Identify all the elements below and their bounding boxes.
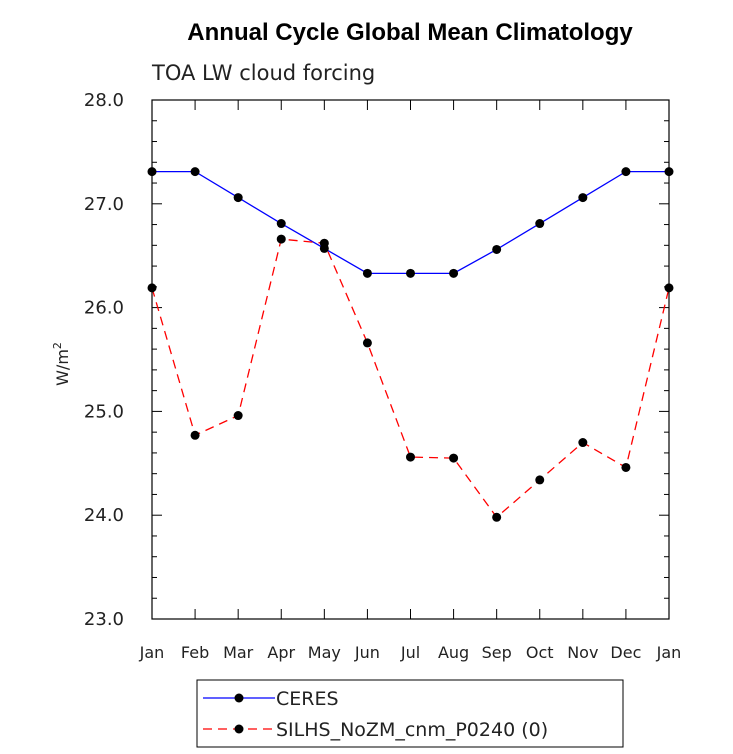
data-point-0	[492, 244, 502, 254]
x-tick-label: Nov	[567, 643, 598, 662]
x-tick-label: Jun	[354, 643, 380, 662]
data-point-0	[535, 219, 545, 229]
ticks-layer	[151, 99, 670, 620]
legend: CERES SILHS_NoZM_cnm_P0240 (0)	[196, 679, 624, 748]
chart-subtitle: TOA LW cloud forcing	[151, 61, 375, 85]
data-point-0	[621, 167, 631, 177]
data-point-1	[492, 512, 502, 522]
x-tick-label: Aug	[438, 643, 469, 662]
x-tick-label: Sep	[482, 643, 512, 662]
y-tick-label: 25.0	[84, 401, 124, 422]
data-point-1	[449, 453, 459, 463]
legend-marker-0	[234, 693, 244, 703]
y-tick-label: 23.0	[84, 609, 124, 630]
x-tick-label: Jan	[656, 643, 682, 662]
y-axis-label-sup: 2	[51, 342, 64, 349]
data-point-1	[406, 452, 415, 462]
x-tick-label: Jul	[400, 643, 420, 662]
y-tick-label: 24.0	[84, 505, 124, 526]
y-axis-label-text: W/m	[53, 349, 72, 386]
data-point-1	[535, 475, 545, 485]
data-point-0	[406, 268, 415, 278]
data-point-0	[449, 268, 459, 278]
tick-labels-layer: 23.0 24.0 25.0 26.0 27.0 28.0 Jan Feb Mar Apr May J…	[84, 90, 681, 662]
data-point-1	[190, 430, 200, 440]
data-point-0	[578, 193, 588, 203]
plot-frame	[151, 99, 670, 620]
data-point-1	[233, 411, 243, 421]
x-tick-label: Oct	[526, 643, 554, 662]
y-axis-label: W/m2	[51, 342, 72, 386]
data-point-1	[362, 338, 372, 348]
x-tick-label: May	[308, 643, 341, 662]
data-point-1	[578, 438, 588, 448]
series-line-1	[151, 238, 670, 519]
data-point-0	[362, 268, 372, 278]
data-point-0	[276, 219, 286, 229]
x-tick-label: Dec	[610, 643, 641, 662]
legend-box	[196, 679, 624, 748]
svg-text:W/m2: W/m2	[51, 342, 72, 386]
y-tick-label: 28.0	[84, 90, 124, 111]
x-tick-label: Feb	[181, 643, 209, 662]
data-point-1	[319, 238, 329, 248]
legend-marker-1	[234, 724, 244, 734]
y-tick-label: 26.0	[84, 298, 124, 319]
data-point-1	[621, 462, 631, 472]
y-tick-label: 27.0	[84, 194, 124, 215]
x-tick-label: Mar	[223, 643, 254, 662]
x-tick-label: Apr	[267, 643, 295, 662]
legend-label-1: SILHS_NoZM_cnm_P0240 (0)	[276, 719, 548, 741]
series-layer	[147, 167, 674, 522]
x-tick-label: Jan	[139, 643, 165, 662]
series-line-0	[152, 170, 669, 274]
chart-title: Annual Cycle Global Mean Climatology	[187, 19, 633, 46]
data-point-0	[233, 193, 243, 203]
data-point-1	[276, 234, 286, 244]
data-point-0	[190, 167, 200, 177]
legend-label-0: CERES	[276, 688, 339, 710]
